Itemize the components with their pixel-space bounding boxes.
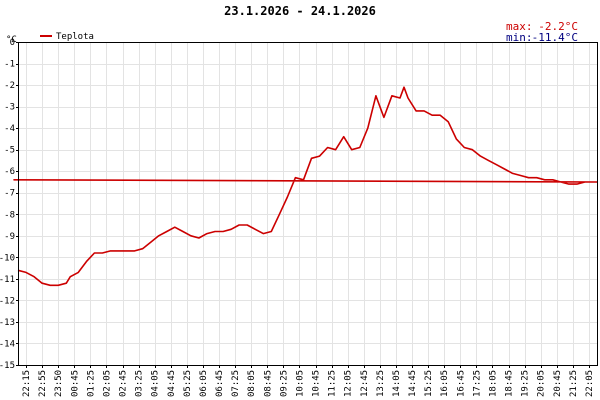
grid bbox=[18, 42, 597, 366]
x-tick-label: 04:05 bbox=[151, 370, 161, 397]
x-tick-label: 18:05 bbox=[488, 370, 498, 397]
y-tick-label: -10 bbox=[0, 253, 15, 263]
max-value: -2.2°C bbox=[538, 20, 578, 33]
x-tick-label: 20:05 bbox=[537, 370, 547, 397]
plot-frame bbox=[18, 42, 598, 366]
x-tick-label: 08:05 bbox=[247, 370, 257, 397]
x-tick-label: 12:05 bbox=[344, 370, 354, 397]
x-tick-label: 00:45 bbox=[70, 370, 80, 397]
x-tick-label: 01:25 bbox=[86, 370, 96, 397]
y-axis-ticks: 0 -1 -2 -3 -4 -5 -6 -7 -8 -9 -10 -11 -12 -13 -14 -15 bbox=[0, 38, 18, 371]
max-label: max: bbox=[506, 20, 533, 33]
x-tick-label: 14:05 bbox=[392, 370, 402, 397]
x-tick-label: 10:05 bbox=[295, 370, 305, 397]
x-tick-label: 15:25 bbox=[424, 370, 434, 397]
x-tick-label: 21:25 bbox=[569, 370, 579, 397]
x-tick-label: 16:05 bbox=[440, 370, 450, 397]
y-tick-label: -9 bbox=[4, 232, 15, 242]
x-tick-label: 13:25 bbox=[376, 370, 386, 397]
x-tick-label: 20:45 bbox=[553, 370, 563, 397]
x-tick-label: 10:45 bbox=[312, 370, 322, 397]
x-axis-ticks: 22:15 22:55 23:50 00:45 01:25 02:05 02:45 03:25… bbox=[22, 365, 595, 397]
x-tick-label: 22:15 bbox=[22, 370, 32, 397]
x-tick-label: 06:45 bbox=[215, 370, 225, 397]
min-label: min: bbox=[506, 31, 533, 44]
x-tick-label: 06:05 bbox=[199, 370, 209, 397]
legend-label: Teplota bbox=[56, 32, 94, 42]
x-tick-label: 05:25 bbox=[183, 370, 193, 397]
x-tick-label: 04:45 bbox=[167, 370, 177, 397]
y-tick-label: -15 bbox=[0, 361, 15, 371]
y-axis-unit-label: °C bbox=[6, 35, 17, 45]
y-tick-label: 0 bbox=[10, 38, 15, 48]
y-tick-label: -11 bbox=[0, 275, 15, 285]
min-value: -11.4°C bbox=[532, 31, 578, 44]
x-tick-label: 08:45 bbox=[263, 370, 273, 397]
y-tick-label: -12 bbox=[0, 296, 15, 306]
y-tick-label: -5 bbox=[4, 146, 15, 156]
y-tick-label: -1 bbox=[4, 60, 15, 70]
x-tick-label: 22:05 bbox=[585, 370, 595, 397]
y-tick-label: -3 bbox=[4, 103, 15, 113]
x-tick-label: 23:50 bbox=[54, 370, 64, 397]
y-tick-label: -6 bbox=[4, 167, 15, 177]
x-tick-label: 14:45 bbox=[408, 370, 418, 397]
x-tick-label: 16:45 bbox=[456, 370, 466, 397]
y-tick-label: -4 bbox=[4, 124, 15, 134]
legend: Teplota bbox=[40, 32, 94, 42]
y-tick-label: -2 bbox=[4, 81, 15, 91]
y-tick-label: -7 bbox=[4, 189, 15, 199]
y-tick-label: -14 bbox=[0, 339, 15, 349]
x-tick-label: 03:25 bbox=[135, 370, 145, 397]
x-tick-label: 02:45 bbox=[119, 370, 129, 397]
series-line-teplota bbox=[13, 86, 598, 287]
stats-box: max: -2.2°C min: -11.4°C bbox=[506, 20, 578, 44]
x-tick-label: 11:25 bbox=[328, 370, 338, 397]
x-tick-label: 18:45 bbox=[505, 370, 515, 397]
x-tick-label: 09:25 bbox=[279, 370, 289, 397]
x-tick-label: 02:05 bbox=[102, 370, 112, 397]
x-tick-label: 17:25 bbox=[472, 370, 482, 397]
x-tick-label: 19:25 bbox=[521, 370, 531, 397]
x-tick-label: 07:25 bbox=[231, 370, 241, 397]
y-tick-label: -8 bbox=[4, 210, 15, 220]
y-tick-label: -13 bbox=[0, 318, 15, 328]
x-tick-label: 22:55 bbox=[38, 370, 48, 397]
series-group bbox=[13, 86, 598, 287]
x-tick-label: 12:45 bbox=[360, 370, 370, 397]
chart-title: 23.1.2026 - 24.1.2026 bbox=[224, 4, 376, 18]
